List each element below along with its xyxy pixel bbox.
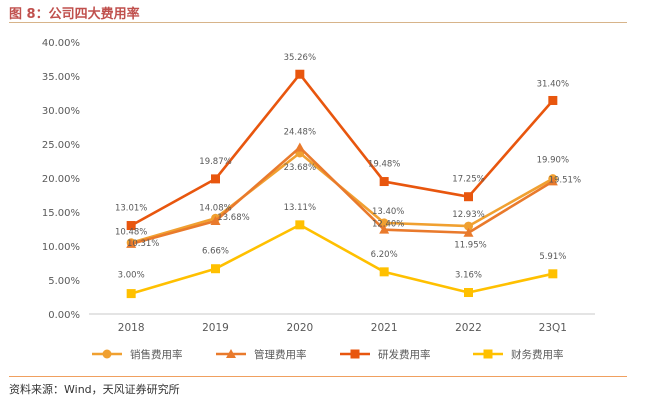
y-axis: 0.00% 5.00% 10.00% 15.00% 20.00% 25.00% 30.00%… [42, 38, 80, 321]
data-label-finance: 3.00% [118, 271, 145, 281]
data-point-rd [379, 177, 389, 187]
legend-item-sales: 销售费用率 [92, 348, 183, 361]
y-tick-label: 5.00% [48, 276, 80, 287]
legend-item-rd: 研发费用率 [340, 348, 431, 361]
y-tick-label: 15.00% [42, 208, 80, 219]
data-label-admin: 19.51% [549, 175, 581, 185]
legend-label: 管理费用率 [254, 348, 307, 361]
series-finance [126, 220, 558, 299]
y-tick-label: 0.00% [48, 310, 80, 321]
legend-item-admin: 管理费用率 [216, 348, 307, 361]
chart-legend: 销售费用率 管理费用率 研发费用率 财务费用率 [92, 348, 564, 361]
data-point-admin [463, 227, 474, 237]
data-label-finance: 6.66% [202, 247, 229, 257]
data-label-sales: 10.48% [115, 228, 147, 238]
legend-swatch-marker [226, 349, 236, 358]
y-tick-label: 20.00% [42, 174, 80, 185]
data-point-finance [211, 264, 220, 274]
x-axis: 2018 2019 2020 2021 2022 23Q1 [89, 313, 595, 334]
series-layer [126, 69, 558, 299]
data-label-rd: 31.40% [537, 79, 569, 89]
data-label-admin: 24.48% [284, 128, 316, 138]
y-tick-label: 10.00% [42, 242, 80, 253]
y-tick-label: 30.00% [42, 106, 80, 117]
data-point-admin [294, 142, 305, 152]
figure-title: 图 8：公司四大费用率 [9, 7, 140, 22]
series-line-rd [130, 72, 554, 227]
data-point-admin [210, 215, 221, 225]
data-label-rd: 19.87% [199, 157, 231, 167]
data-point-finance [464, 288, 473, 298]
data-label-sales: 14.08% [199, 203, 231, 213]
series-line-admin [130, 146, 554, 246]
series-sales [126, 148, 558, 248]
x-tick-label: 2020 [286, 322, 313, 334]
series-admin [126, 142, 558, 248]
title-divider [9, 22, 627, 23]
data-point-admin [126, 238, 137, 248]
data-label-rd: 13.01% [115, 204, 147, 214]
legend-swatch-marker [102, 349, 112, 359]
data-point-sales [464, 221, 473, 231]
data-label-rd: 19.48% [368, 160, 400, 170]
series-line-sales [130, 151, 554, 244]
data-label-sales: 13.40% [372, 207, 404, 217]
data-point-rd [126, 221, 136, 231]
legend-swatch-marker [350, 349, 360, 359]
data-label-finance: 3.16% [455, 271, 482, 281]
source-divider [9, 376, 627, 377]
data-point-rd [295, 69, 305, 79]
legend-label: 研发费用率 [378, 348, 431, 361]
data-label-sales: 23.68% [284, 163, 316, 173]
y-tick-label: 40.00% [42, 38, 80, 49]
series-line-finance [130, 223, 554, 295]
data-label-finance: 6.20% [371, 250, 398, 260]
legend-swatch-marker [483, 349, 493, 359]
data-label-admin: 13.68% [217, 213, 249, 223]
data-label-rd: 35.26% [284, 53, 316, 63]
data-label-admin: 12.40% [372, 220, 404, 230]
data-point-finance [126, 289, 136, 299]
x-tick-label: 2018 [118, 322, 145, 334]
y-tick-label: 25.00% [42, 140, 80, 151]
source-note: 资料来源：Wind，天风证券研究所 [9, 383, 180, 396]
data-point-finance [379, 267, 389, 277]
legend-label: 销售费用率 [130, 348, 183, 361]
data-label-finance: 13.11% [284, 203, 316, 213]
x-tick-label: 2021 [371, 322, 398, 334]
data-label-rd: 17.25% [452, 175, 484, 185]
data-point-admin [547, 176, 558, 186]
data-label-sales: 12.93% [452, 210, 484, 220]
x-tick-label: 23Q1 [539, 322, 567, 334]
series-rd [126, 69, 558, 231]
data-point-rd [464, 192, 473, 202]
data-label-finance: 5.91% [539, 252, 566, 262]
data-point-finance [295, 220, 305, 230]
legend-item-finance: 财务费用率 [473, 348, 564, 361]
data-point-admin [379, 224, 390, 234]
y-tick-label: 35.00% [42, 72, 80, 83]
legend-label: 财务费用率 [511, 348, 564, 361]
data-point-finance [548, 269, 558, 279]
data-label-sales: 19.90% [537, 156, 569, 166]
data-label-admin: 10.31% [127, 239, 159, 249]
data-point-sales [379, 218, 389, 228]
x-tick-label: 2022 [455, 322, 482, 334]
data-point-rd [211, 174, 220, 184]
data-labels: 10.48% 14.08% 23.68% 13.40% 12.93% 19.90% 10.3… [115, 53, 581, 280]
data-point-rd [548, 95, 558, 105]
x-tick-label: 2019 [202, 322, 229, 334]
data-label-admin: 11.95% [454, 241, 486, 251]
